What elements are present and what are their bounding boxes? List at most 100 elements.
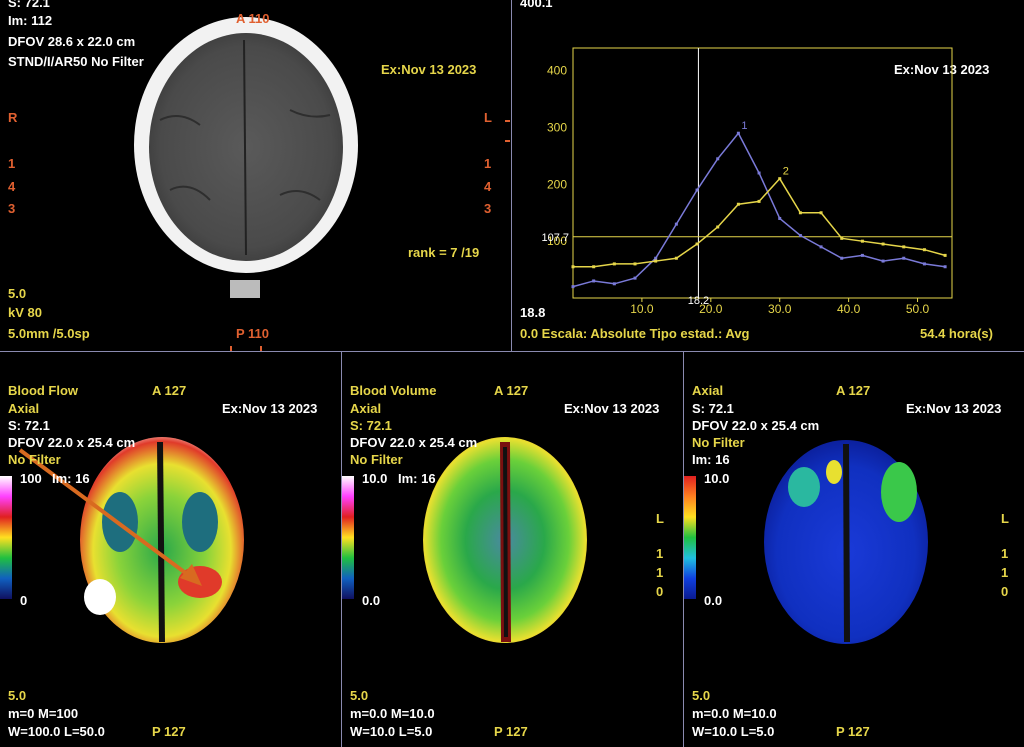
series-1-label: 1 [741,120,747,132]
exam-date: Ex:Nov 13 2023 [906,401,1002,416]
series-1-point [840,256,844,260]
exam-date: Ex:Nov 13 2023 [381,62,477,77]
exam-date: Ex:Nov 13 2023 [222,401,318,416]
series-1-point [592,279,596,283]
series-2-point [612,262,616,266]
series-2-point [881,242,885,246]
tdc-chart: 400 300 200 100 10.0 20.0 30.0 40.0 50.0 107.7 18.… [541,47,953,316]
ruler-tick [505,120,510,122]
right-marker: 1 [1001,546,1009,561]
image-number: Im: 16 [692,452,730,467]
slice-thickness: 5.0 [350,688,369,703]
scale-left-3: 3 [8,201,16,216]
scale-min: 0 [20,593,28,608]
exam-date: Ex:Nov 13 2023 [564,401,660,416]
series-1-point [860,253,864,257]
slice-thickness: 5.0 [8,688,27,703]
series-1-point [922,262,926,266]
series-2-label: 2 [783,166,789,178]
series-2-point [674,256,678,260]
x-tick-label: 20.0 [699,302,723,316]
series-2-line [573,177,946,268]
series-1-point [902,256,906,260]
series-1-point [612,282,616,286]
series-1-point [819,245,823,249]
blood-flow-map [18,437,244,643]
orientation-bottom: P 127 [152,724,186,739]
color-scale-bar [684,476,696,599]
series-2-point [860,239,864,243]
series-2-point [943,253,947,257]
mtt-viewport[interactable]: Axial A 127 Ex:Nov 13 2023 S: 72.1 DFOV … [684,352,1024,747]
filter-label: No Filter [8,452,61,467]
crosshair-x-label: 18.2 [688,295,709,307]
plane-label: Axial [350,401,382,416]
right-marker: L [656,511,664,526]
cut-position: S: 72.1 [8,418,50,433]
ct-brain-image [134,17,358,298]
blood-flow-viewport[interactable]: Blood Flow A 127 Axial Ex:Nov 13 2023 S:… [0,352,341,747]
y-tick-label: 400 [547,64,567,78]
plane-label: Axial [8,401,40,416]
orientation-top: A 127 [494,383,529,398]
scale-min: 0.0 [362,593,381,608]
y-tick-label: 200 [547,177,567,191]
series-2-point [819,211,823,215]
scale-max: 10.0 [362,471,388,486]
cut-position: S: 72.1 [692,401,734,416]
series-2-point [757,199,761,203]
cut-position: S: 72.1 [350,418,392,433]
pane-divider [0,351,1024,352]
scale-max: 10.0 [704,471,730,486]
window-level-label: W=10.0 L=5.0 [692,724,775,739]
y-tick-label: 100 [547,234,567,248]
slice-spacing: 5.0mm /5.0sp [8,326,90,341]
chart-min-label: 18.8 [520,305,546,320]
orientation-bottom: P 127 [494,724,528,739]
blood-volume-viewport[interactable]: Blood Volume A 127 Axial Ex:Nov 13 2023 … [342,352,683,747]
scale-line: 0.0 Escala: Absolute Tipo estad.: Avg [520,326,750,341]
image-number: Im: 16 [398,471,436,486]
scale-right-3: 3 [484,201,492,216]
slice-thickness: 5.0 [8,286,27,301]
filter-label: No Filter [350,452,403,467]
scale-right-2: 4 [484,179,492,194]
series-1-point [695,188,699,192]
right-marker: 1 [656,565,664,580]
right-marker: 0 [1001,584,1009,599]
tdc-chart-viewport[interactable]: 400.1 Ex:Nov 13 2023 400 300 200 100 10.0 20.… [512,0,1024,351]
right-marker: 1 [656,546,664,561]
series-1-point [778,216,782,220]
scale-left-2: 4 [8,179,16,194]
x-tick-label: 10.0 [630,302,654,316]
ruler-tick [230,346,232,351]
window-level-label: W=100.0 L=50.0 [8,724,105,739]
panel-title: Blood Flow [8,383,79,398]
pane-divider [511,0,512,351]
series-2-point [922,248,926,252]
pane-divider [341,352,342,747]
min-max-label: m=0.0 M=10.0 [692,706,777,721]
orientation-left: L [484,110,492,125]
blood-volume-map [423,437,587,643]
orientation-top: A 127 [152,383,187,398]
series-2-point [902,245,906,249]
corner-value: 400.1 [520,0,553,10]
right-marker: L [1001,511,1009,526]
series-2-point [571,265,575,269]
exam-date: Ex:Nov 13 2023 [894,62,990,77]
image-number: Im: 16 [52,471,90,486]
series-2-point [840,236,844,240]
ruler-tick [505,140,510,142]
pane-divider [683,352,684,747]
orientation-top: A 110 [236,11,270,26]
series-1-point [654,256,658,260]
cut-position: S: 72.1 [8,0,50,10]
image-number: Im: 112 [8,13,53,28]
series-1-point [798,234,802,237]
scale-right-1: 1 [484,156,492,171]
series-2-point [633,262,637,266]
duration-label: 54.4 hora(s) [920,326,993,341]
ct-viewport[interactable]: S: 72.1 Im: 112 DFOV 28.6 x 22.0 cm STND… [0,0,510,351]
filter-label: No Filter [692,435,745,450]
